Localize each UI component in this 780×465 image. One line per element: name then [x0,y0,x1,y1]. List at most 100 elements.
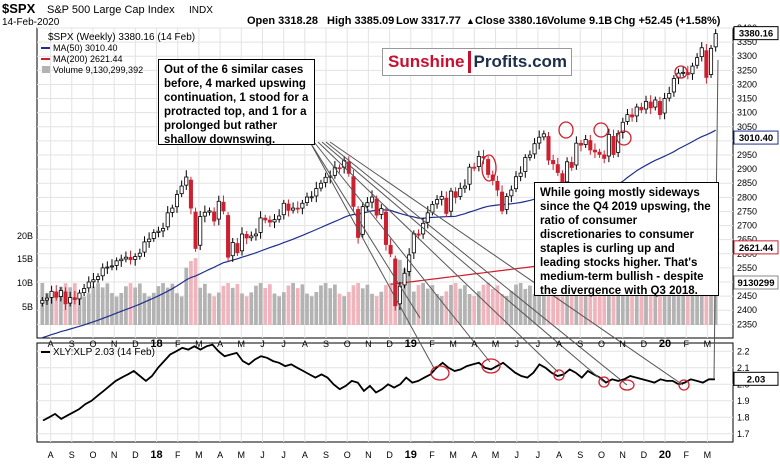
candle-body [244,234,249,239]
price-tick-label: 2800 [737,192,757,202]
price-x-tick-label: M [704,339,712,349]
price-x-tick-label: N [111,339,118,349]
volume-bar [337,293,342,325]
volume-bar [458,288,463,325]
candle-body [439,196,444,200]
candle-body [630,114,635,118]
candle-body [462,185,467,189]
volume-bar [59,286,63,325]
ratio-x-tick-label: M [238,450,246,460]
highlight-circle [619,379,635,391]
candle-body [58,290,63,297]
volume-bar [602,295,607,325]
ratio-x-tick-label: S [69,450,75,460]
volume-bar [593,285,597,325]
price-x-tick-label: S [323,339,329,349]
candle-body [142,241,147,253]
close-price-tag-text: 3380.16 [739,29,773,40]
candle-body [625,114,630,122]
price-x-tick-label: J [536,339,541,349]
candle-body [323,176,328,184]
candle-body [184,176,189,186]
volume-bar [490,288,495,325]
volume-bar [295,288,300,325]
candle-body [695,57,700,66]
ratio-x-tick-label: J [260,450,265,460]
highlight-circle [481,358,501,374]
close-price-tag-box [733,26,779,41]
candle-body [249,235,254,239]
low-value: Low 3317.77 [396,15,461,27]
ratio-x-tick-label: O [344,450,351,460]
ratio-x-tick-label: M [704,450,712,460]
price-tick-label: 2850 [737,178,757,188]
volume-bar [235,284,240,325]
price-x-tick-label: O [598,339,605,349]
symbol-name: S&P 500 Large Cap Index [47,4,175,16]
volume-bar [147,296,151,325]
volume-bar [230,287,235,325]
volume-bar [82,296,86,325]
highlight-circle [674,65,688,79]
ratio-x-tick-label: A [217,450,223,460]
candle-body [72,297,77,300]
price-tick-label: 2700 [737,221,757,231]
volume-bar [676,283,681,325]
highlight-circle [593,122,609,138]
volume-bar [407,271,412,325]
price-x-tick-label: 19 [405,338,417,350]
price-x-tick-label: S [69,339,75,349]
volume-bar [495,285,500,325]
price-x-tick-label: J [281,339,286,349]
candle-body [643,100,649,110]
volume-bar [309,296,314,325]
candle-body [253,233,258,237]
ratio-x-tick-label: J [514,450,519,460]
candle-body [662,98,667,114]
candle-body [565,161,570,183]
volume-price-tag-box [733,275,779,290]
candle-body [295,207,300,210]
ratio-x-tick-label: A [556,450,562,460]
candle-body [518,172,523,177]
high-value: High 3385.09 [327,15,394,27]
ratio-x-tick-label: J [281,450,286,460]
candle-body [221,201,226,212]
volume-bar [175,293,179,325]
candle-body [704,50,709,78]
sunshine-profits-logo: Sunshine Profits.com [382,48,572,76]
ratio-tick-label: 1.7 [737,429,750,439]
pointer-line [325,141,628,386]
volume-bar [690,286,695,325]
ratio-x-tick-label: F [429,450,435,460]
candle-body [123,256,128,260]
volume-bar [346,291,351,325]
ratio-x-tick-label: D [386,450,393,460]
volume-bar [124,286,128,325]
volume-bar [244,296,249,325]
candle-body [216,200,221,220]
volume-bar [425,288,430,325]
volume-bar [435,293,439,325]
candle-body [416,233,421,236]
volume-bar [184,267,189,325]
candle-body [77,292,82,300]
header-date: 14-Feb-2020 [2,17,60,28]
highlight-circle [678,379,690,391]
volume-bar [165,287,170,325]
candle-body [699,47,704,58]
price-x-tick-label: J [514,339,519,349]
candle-body [713,33,718,48]
ma50-price-tag-box [733,130,779,145]
candle-body [147,238,152,243]
pointer-line [309,141,436,371]
candle-body [114,260,119,266]
price-tags: 3380.16 3010.40 2621.44 9130299 2.03 [733,26,779,386]
candle-body [86,281,91,289]
ratio-x-tick-label: 19 [405,449,417,461]
candle-body [448,190,454,212]
candle-body [606,134,611,157]
candle-body [388,245,393,255]
candle-body [44,297,49,301]
candle-body [281,202,286,216]
